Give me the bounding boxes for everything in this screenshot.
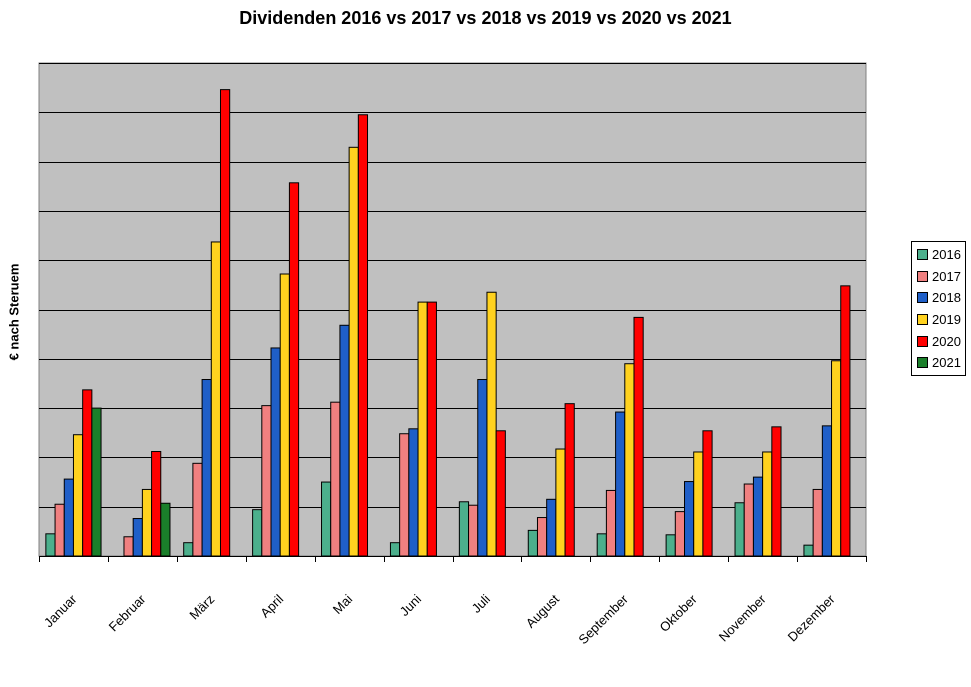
legend: 2016 2017 2018 2019 2020 2021 <box>911 241 966 376</box>
x-tick-label: Januar <box>41 591 80 630</box>
legend-swatch <box>917 249 928 261</box>
bar <box>615 411 626 557</box>
bar <box>261 405 272 557</box>
bar <box>357 114 369 557</box>
x-tick-label: Dezember <box>785 591 838 644</box>
legend-swatch <box>917 314 928 326</box>
bar <box>831 360 842 557</box>
bar <box>803 544 814 557</box>
bar <box>734 502 745 557</box>
legend-swatch <box>917 270 928 282</box>
bar <box>72 434 84 557</box>
bar <box>45 533 56 557</box>
x-tick-label: März <box>186 592 217 623</box>
bar <box>183 542 194 557</box>
bar <box>54 503 65 557</box>
bar <box>82 389 93 557</box>
legend-item: 2020 <box>912 330 965 352</box>
legend-item: 2018 <box>912 287 965 309</box>
bar <box>468 504 479 557</box>
x-tick-label: Juni <box>397 591 425 619</box>
x-tick-label: Februar <box>106 591 149 634</box>
bar <box>458 501 470 557</box>
plot-area <box>38 62 867 557</box>
x-tick-label: September <box>575 591 631 647</box>
x-tick-label: August <box>523 591 562 630</box>
bar <box>633 316 644 557</box>
bar <box>91 407 102 557</box>
bar <box>596 533 607 557</box>
bar <box>408 428 419 557</box>
bar <box>330 401 341 557</box>
bar <box>321 481 332 557</box>
bar <box>762 451 773 557</box>
bar <box>546 498 557 557</box>
x-tick-label: Juli <box>469 591 493 615</box>
x-tick-label: April <box>257 591 286 620</box>
bar <box>536 517 548 557</box>
bar <box>477 379 488 557</box>
bar <box>702 430 713 557</box>
bar <box>132 518 143 557</box>
legend-label: 2017 <box>932 268 961 284</box>
legend-swatch <box>917 335 928 347</box>
legend-swatch <box>917 292 928 304</box>
bar <box>399 433 410 557</box>
bar <box>812 488 823 557</box>
bar <box>555 448 566 557</box>
bar <box>665 534 676 557</box>
bar <box>192 462 203 557</box>
legend-swatch <box>917 357 928 369</box>
bar <box>270 347 281 557</box>
legend-label: 2020 <box>932 333 961 349</box>
bar <box>389 542 401 557</box>
bar <box>605 489 617 557</box>
bar <box>123 536 134 557</box>
bar <box>486 291 497 557</box>
bar <box>426 301 437 557</box>
bar <box>693 451 704 557</box>
bar <box>674 511 686 557</box>
bar <box>527 529 538 557</box>
bar <box>252 509 263 557</box>
bar <box>201 379 212 557</box>
x-tick-label: November <box>716 591 769 644</box>
bar <box>417 301 428 557</box>
bar <box>141 488 153 557</box>
legend-item: 2021 <box>912 352 965 374</box>
legend-item: 2019 <box>912 309 965 331</box>
bar <box>840 285 851 557</box>
legend-item: 2017 <box>912 266 965 288</box>
bar <box>771 426 782 557</box>
legend-label: 2021 <box>932 355 961 371</box>
bar <box>684 481 695 557</box>
bar <box>564 403 575 557</box>
x-tick-label: Oktober <box>657 591 701 635</box>
bar <box>160 502 171 557</box>
bar <box>219 89 231 557</box>
bar <box>752 476 764 557</box>
bar <box>279 273 290 557</box>
chart-title: Dividenden 2016 vs 2017 vs 2018 vs 2019 … <box>239 8 732 28</box>
bar <box>821 425 833 557</box>
bar <box>63 478 74 557</box>
bar <box>339 324 350 557</box>
bar <box>151 450 162 557</box>
legend-label: 2018 <box>932 290 961 306</box>
legend-item: 2016 <box>912 244 965 266</box>
legend-label: 2019 <box>932 312 961 328</box>
bar <box>348 146 359 557</box>
bar <box>288 182 300 557</box>
bar <box>210 241 221 557</box>
bar <box>624 363 635 557</box>
legend-label: 2016 <box>932 247 961 263</box>
bar <box>495 430 506 557</box>
x-tick-label: Mai <box>330 591 355 616</box>
bar <box>743 483 754 557</box>
